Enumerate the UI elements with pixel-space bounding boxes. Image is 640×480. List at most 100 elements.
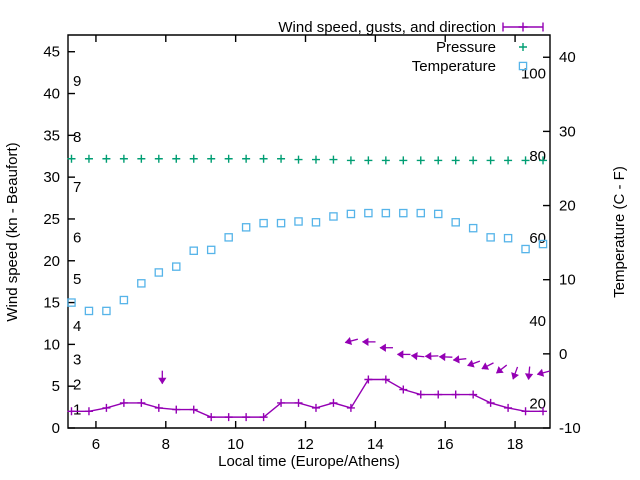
x-tick-label: 14 [367,436,384,453]
temperature-marker [137,279,146,288]
temperature-marker [84,306,94,316]
left-tick-label: 0 [52,420,60,437]
wind-speed-marker [67,407,76,416]
left-tick-label: 40 [43,86,60,103]
pressure-marker [277,154,286,163]
wind-speed-marker [434,390,443,399]
left-tick-label: 20 [43,253,60,270]
left-tick-label: 10 [43,336,60,353]
pressure-marker [207,154,216,163]
wind-direction-arrow [379,343,393,352]
wind-speed-marker [189,405,198,414]
wind-direction-arrow [438,352,453,362]
wind-speed-marker [539,407,548,416]
pressure-marker [416,156,425,165]
wind-speed-marker [137,398,146,407]
wind-speed-marker [277,398,286,407]
temperature-marker [276,218,286,228]
x-tick-label: 8 [162,436,170,453]
temperature-marker [206,245,216,255]
temperature-series [67,208,548,316]
left-tick-label: 45 [43,44,60,61]
wind-direction-arrow [481,362,494,370]
wind-direction-arrow [536,368,551,377]
y-axis-left-title: Wind speed (kn - Beaufort) [4,142,21,321]
right-tick-label: 30 [559,123,576,140]
y-axis-right-title: Temperature (C - F) [611,166,628,298]
wind-speed-marker [346,403,355,412]
wind-speed-marker [329,398,338,407]
temperature-marker [67,298,76,307]
wind-speed-series [67,375,548,422]
pressure-marker [504,156,513,165]
temperature-marker [433,209,443,219]
wind-speed-marker [451,390,460,399]
legend-sample-plus [518,22,528,32]
temperature-marker [189,246,198,255]
pressure-marker [84,154,93,163]
wind-direction-arrow [424,351,439,361]
legend-sample-plus [519,43,527,51]
pressure-marker [329,155,338,164]
wind-speed-marker [154,403,163,412]
legend-label-wind: Wind speed, gusts, and direction [278,19,496,36]
left-tick-label: 35 [43,127,60,144]
wind-speed-marker [311,403,320,412]
pressure-marker [364,156,373,165]
x-axis-title: Local time (Europe/Athens) [218,453,400,470]
pressure-marker [399,156,408,165]
pressure-marker [381,156,390,165]
left-tick-label: 5 [52,378,60,395]
wind-direction-arrow [158,370,167,385]
pressure-marker [346,156,355,165]
pressure-marker [469,156,478,165]
pressure-marker [259,154,268,163]
wind-speed-marker [119,398,128,407]
right-tick-label: 0 [559,346,567,363]
wind-direction-arrow [361,337,376,347]
left-axis-ticks: 0 5 10 15 20 25 30 35 40 45 [43,44,75,437]
fahrenheit-label: 40 [529,313,546,330]
right-tick-label: -10 [559,420,581,437]
pressure-marker [67,154,76,163]
right-tick-label: 40 [559,49,576,66]
wind-direction-arrow [410,351,425,361]
pressure-marker [119,154,128,163]
legend-label-pressure: Pressure [436,39,496,56]
pressure-marker [154,154,163,163]
temperature-marker [102,306,111,316]
temperature-marker [468,223,478,233]
temperature-marker [521,244,530,254]
wind-speed-marker [399,385,408,394]
x-tick-label: 6 [92,436,100,453]
legend-entry-temperature: Temperature [412,58,528,75]
temperature-marker [172,262,181,271]
temperature-marker [364,208,373,218]
temperature-marker [381,208,391,218]
wind-speed-marker [416,390,425,399]
wind-direction-arrow [344,337,358,346]
wind-speed-marker [486,398,495,407]
pressure-marker [224,154,233,163]
beaufort-label: 1 [73,402,81,419]
pressure-marker [102,154,111,163]
temperature-marker [503,233,513,243]
wind-direction-arrow [511,366,519,380]
wind-speed-marker [294,398,303,407]
temperature-marker [329,212,338,221]
right-tick-label: 10 [559,272,576,289]
legend-entry-pressure: Pressure [436,39,527,56]
x-tick-label: 12 [297,436,314,453]
wind-speed-marker [102,403,111,412]
pressure-marker [539,156,548,165]
temperature-marker [451,218,460,227]
wind-speed-marker [259,413,268,422]
legend-entry-wind: Wind speed, gusts, and direction [278,19,544,36]
wind-speed-marker [172,405,181,414]
temperature-marker [416,208,426,218]
temperature-marker [224,233,233,242]
right-tick-label: 20 [559,198,576,215]
legend-sample-square [518,61,528,71]
